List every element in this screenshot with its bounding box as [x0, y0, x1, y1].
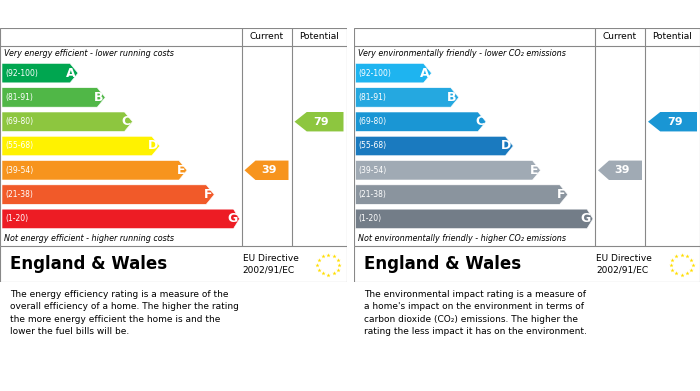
Text: D: D [501, 140, 511, 152]
Polygon shape [2, 88, 105, 107]
Text: Not energy efficient - higher running costs: Not energy efficient - higher running co… [4, 234, 174, 243]
Text: EU Directive
2002/91/EC: EU Directive 2002/91/EC [596, 254, 652, 274]
Polygon shape [244, 161, 288, 180]
Polygon shape [356, 112, 486, 131]
Polygon shape [356, 88, 459, 107]
Polygon shape [356, 136, 513, 156]
Text: E: E [530, 164, 538, 177]
Text: (55-68): (55-68) [5, 142, 33, 151]
Text: F: F [204, 188, 212, 201]
Text: Very environmentally friendly - lower CO₂ emissions: Very environmentally friendly - lower CO… [358, 49, 566, 58]
Text: Current: Current [603, 32, 637, 41]
Text: 39: 39 [261, 165, 277, 175]
Text: ) Rating: ) Rating [598, 7, 654, 20]
Polygon shape [2, 185, 214, 204]
Polygon shape [295, 112, 344, 131]
Polygon shape [598, 161, 642, 180]
Polygon shape [356, 63, 431, 83]
Polygon shape [2, 161, 187, 180]
Text: 39: 39 [615, 165, 630, 175]
Text: (21-38): (21-38) [358, 190, 386, 199]
Text: G: G [228, 212, 237, 225]
Text: F: F [557, 188, 566, 201]
Text: G: G [581, 212, 591, 225]
Polygon shape [2, 136, 160, 156]
Text: The environmental impact rating is a measure of
a home's impact on the environme: The environmental impact rating is a mea… [364, 290, 587, 335]
Text: B: B [94, 91, 104, 104]
Text: 79: 79 [314, 117, 329, 127]
Text: C: C [121, 115, 130, 128]
Text: England & Wales: England & Wales [364, 255, 521, 273]
Text: (39-54): (39-54) [5, 166, 34, 175]
Polygon shape [2, 63, 78, 83]
Polygon shape [356, 185, 568, 204]
Text: Very energy efficient - lower running costs: Very energy efficient - lower running co… [4, 49, 174, 58]
Text: 2: 2 [591, 15, 596, 24]
Polygon shape [2, 209, 239, 229]
Text: (81-91): (81-91) [358, 93, 386, 102]
Text: (39-54): (39-54) [358, 166, 386, 175]
Text: (21-38): (21-38) [5, 190, 33, 199]
Polygon shape [648, 112, 697, 131]
Text: Environmental Impact (CO: Environmental Impact (CO [360, 7, 545, 20]
Text: Current: Current [249, 32, 284, 41]
Text: 79: 79 [667, 117, 682, 127]
Text: (81-91): (81-91) [5, 93, 33, 102]
Polygon shape [356, 161, 540, 180]
Text: (55-68): (55-68) [358, 142, 386, 151]
Text: C: C [475, 115, 484, 128]
Text: (1-20): (1-20) [358, 214, 382, 223]
Text: E: E [176, 164, 185, 177]
Text: Energy Efficiency Rating: Energy Efficiency Rating [7, 7, 178, 20]
Text: B: B [447, 91, 456, 104]
Text: A: A [66, 66, 76, 80]
Polygon shape [2, 112, 132, 131]
Text: England & Wales: England & Wales [10, 255, 167, 273]
Polygon shape [356, 209, 593, 229]
Text: (1-20): (1-20) [5, 214, 28, 223]
Text: A: A [420, 66, 430, 80]
Text: The energy efficiency rating is a measure of the
overall efficiency of a home. T: The energy efficiency rating is a measur… [10, 290, 239, 335]
Text: Potential: Potential [652, 32, 692, 41]
Text: (92-100): (92-100) [5, 69, 38, 78]
Text: (92-100): (92-100) [358, 69, 391, 78]
Text: Not environmentally friendly - higher CO₂ emissions: Not environmentally friendly - higher CO… [358, 234, 566, 243]
Text: D: D [148, 140, 158, 152]
Text: Potential: Potential [299, 32, 339, 41]
Text: EU Directive
2002/91/EC: EU Directive 2002/91/EC [242, 254, 298, 274]
Text: (69-80): (69-80) [358, 117, 386, 126]
Text: (69-80): (69-80) [5, 117, 33, 126]
